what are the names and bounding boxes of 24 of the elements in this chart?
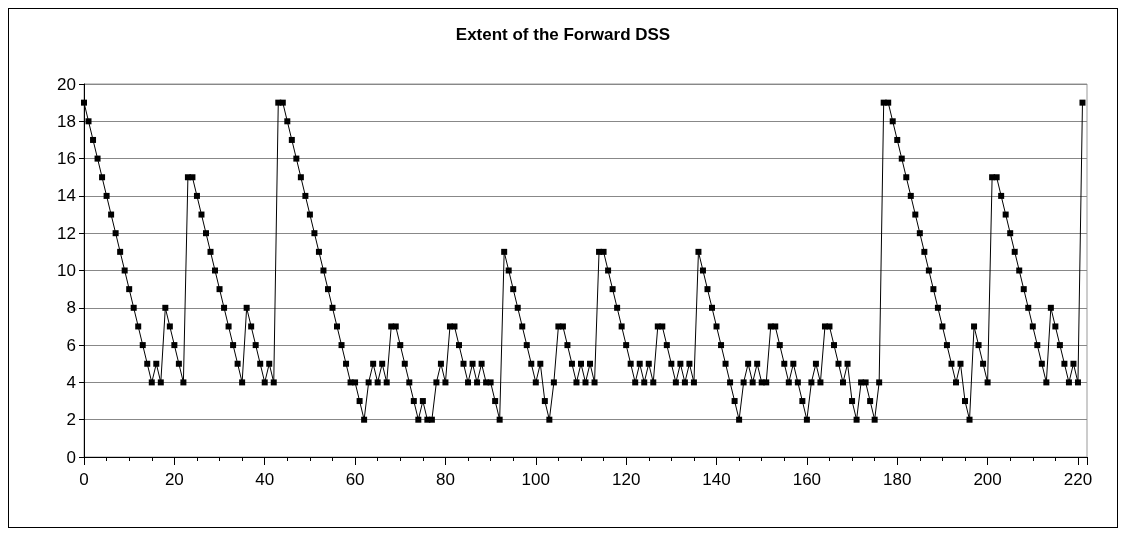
y-tick-label: 0 — [66, 447, 76, 467]
y-tick-label: 4 — [66, 372, 76, 392]
chart-title: Extent of the Forward DSS — [455, 25, 671, 44]
y-tick-label: 8 — [66, 298, 76, 318]
y-tick-label: 12 — [57, 223, 76, 243]
x-tick-label: 0 — [79, 470, 89, 489]
x-tick-label: 200 — [973, 470, 1002, 489]
y-tick-label: 18 — [57, 111, 76, 131]
y-tick-label: 2 — [66, 410, 76, 430]
x-tick-label: 80 — [435, 470, 455, 489]
x-tick-label: 60 — [345, 470, 365, 489]
y-tick-label: 14 — [57, 186, 76, 206]
y-tick-label: 10 — [57, 261, 76, 280]
x-tick-label: 120 — [611, 470, 641, 489]
x-tick-label: 140 — [702, 470, 731, 489]
x-tick-label: 100 — [521, 470, 550, 489]
x-tick-label: 180 — [883, 470, 912, 489]
x-tick-label: 40 — [255, 470, 275, 489]
y-tick-label: 6 — [66, 335, 76, 355]
y-tick-label: 16 — [57, 149, 76, 169]
x-tick-label: 220 — [1063, 470, 1093, 489]
x-tick-label: 160 — [792, 470, 822, 489]
x-tick-label: 20 — [164, 470, 184, 489]
y-tick-label: 20 — [57, 74, 76, 94]
